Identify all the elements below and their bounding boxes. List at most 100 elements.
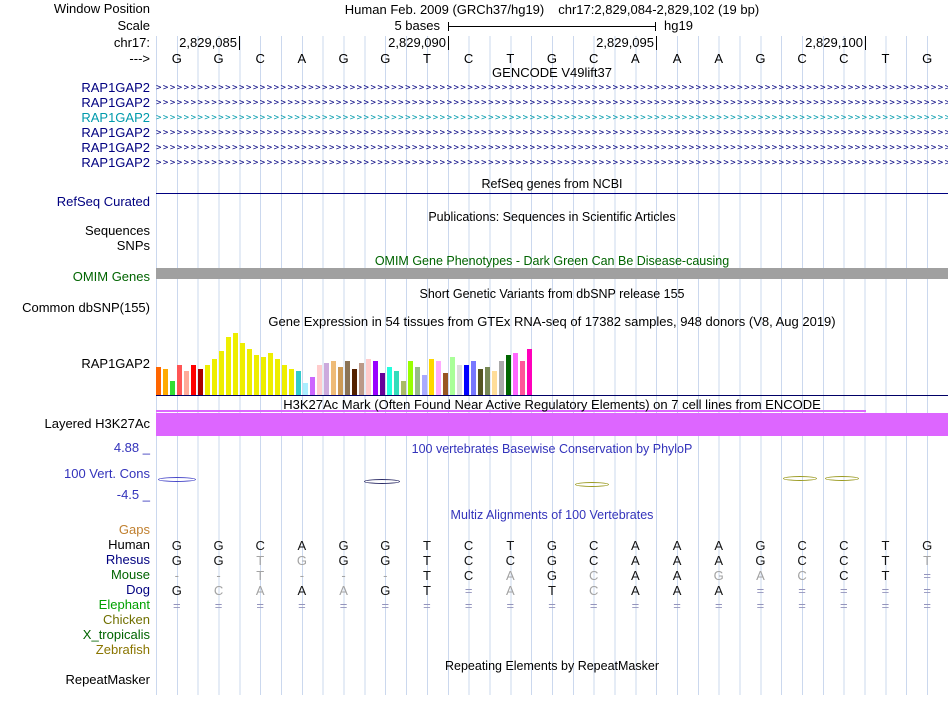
sequence-base: C xyxy=(463,51,474,66)
sequence-base: A xyxy=(672,51,682,66)
track-label-100-vert-cons[interactable]: 100 Vert. Cons xyxy=(64,466,150,481)
multiz-base: = xyxy=(506,598,515,613)
gtex-bar xyxy=(352,369,357,395)
multiz-base: = xyxy=(423,598,431,613)
gtex-bar xyxy=(366,359,371,395)
publications-track-title[interactable]: Publications: Sequences in Scientific Ar… xyxy=(428,210,676,224)
track-display-area[interactable]: Human Feb. 2009 (GRCh37/hg19) chr17:2,82… xyxy=(156,0,948,703)
gtex-track-title[interactable]: Gene Expression in 54 tissues from GTEx … xyxy=(268,314,836,329)
gene-transcript[interactable]: >>>>>>>>>>>>>>>>>>>>>>>>>>>>>>>>>>>>>>>>… xyxy=(156,143,948,153)
multiz-species-label[interactable]: Dog xyxy=(126,582,150,597)
omim-track-title[interactable]: OMIM Gene Phenotypes - Dark Green Can Be… xyxy=(374,254,730,268)
gtex-bar xyxy=(373,361,378,395)
gtex-bar xyxy=(296,371,301,395)
gene-transcript[interactable]: >>>>>>>>>>>>>>>>>>>>>>>>>>>>>>>>>>>>>>>>… xyxy=(156,113,948,123)
phylop-area[interactable] xyxy=(156,455,948,505)
multiz-species-label[interactable]: Human xyxy=(108,537,150,552)
multiz-base: - xyxy=(216,568,221,583)
multiz-base: = xyxy=(798,598,806,613)
multiz-species-label[interactable]: Rhesus xyxy=(105,552,150,567)
track-label-omim-genes[interactable]: OMIM Genes xyxy=(72,269,150,284)
multiz-species-label[interactable]: Elephant xyxy=(98,597,150,612)
h3k27ac-track-title[interactable]: H3K27Ac Mark (Often Found Near Active Re… xyxy=(283,397,821,412)
ruler-tick-label: 2,829,085 xyxy=(179,35,237,50)
gene-label[interactable]: RAP1GAP2 xyxy=(81,110,150,125)
refseq-transcript-line[interactable] xyxy=(156,193,948,194)
gtex-bar xyxy=(331,361,336,395)
sequence-base: G xyxy=(380,51,391,66)
track-label-layered-h3k27ac[interactable]: Layered H3K27Ac xyxy=(44,416,150,431)
multiz-base: C xyxy=(588,568,599,583)
multiz-base: = xyxy=(923,568,931,583)
multiz-species-label[interactable]: Mouse xyxy=(110,567,150,582)
multiz-base: - xyxy=(174,568,180,583)
multiz-base: T xyxy=(256,568,265,583)
gtex-bar xyxy=(289,369,294,395)
track-label-common-dbsnp[interactable]: Common dbSNP(155) xyxy=(22,300,150,315)
multiz-base: A xyxy=(631,568,640,583)
multiz-row xyxy=(156,613,948,628)
multiz-species-label[interactable]: Gaps xyxy=(118,522,150,537)
sequence-base: G xyxy=(338,51,349,66)
multiz-base: T xyxy=(422,568,431,583)
gtex-bar xyxy=(240,343,245,395)
gene-transcript[interactable]: >>>>>>>>>>>>>>>>>>>>>>>>>>>>>>>>>>>>>>>>… xyxy=(156,83,948,93)
gene-label[interactable]: RAP1GAP2 xyxy=(81,125,150,140)
scale-genome-label: hg19 xyxy=(664,18,693,33)
multiz-base: G xyxy=(213,553,224,568)
multiz-base: A xyxy=(297,583,307,598)
multiz-base: = xyxy=(673,598,681,613)
multiz-base: = xyxy=(381,598,390,613)
multiz-base: - xyxy=(341,568,346,583)
track-label-gtex-gene[interactable]: RAP1GAP2 xyxy=(81,356,150,371)
refseq-track-title[interactable]: RefSeq genes from NCBI xyxy=(481,177,623,191)
multiz-row xyxy=(156,643,948,658)
repeatmasker-track-title[interactable]: Repeating Elements by RepeatMasker xyxy=(444,659,659,673)
multiz-base: A xyxy=(672,538,682,553)
gtex-bar xyxy=(471,361,476,395)
gtex-bar xyxy=(485,367,490,395)
multiz-base: G xyxy=(171,583,182,598)
multiz-base: = xyxy=(923,598,931,613)
multiz-base: = xyxy=(881,583,890,598)
multiz-base: G xyxy=(546,553,558,568)
track-label-repeatmasker[interactable]: RepeatMasker xyxy=(65,672,150,687)
phylop-track-title[interactable]: 100 vertebrates Basewise Conservation by… xyxy=(411,442,693,456)
multiz-track-title[interactable]: Multiz Alignments of 100 Vertebrates xyxy=(450,508,654,522)
track-label-sequences[interactable]: Sequences xyxy=(84,223,150,238)
track-label-snps[interactable]: SNPs xyxy=(116,238,150,253)
ruler-tick-label: 2,829,095 xyxy=(596,35,654,50)
gencode-track-title[interactable]: GENCODE V49lift37 xyxy=(492,65,612,80)
multiz-base: C xyxy=(588,553,599,568)
omim-track-bar[interactable] xyxy=(156,268,948,279)
dbsnp-track-title[interactable]: Short Genetic Variants from dbSNP releas… xyxy=(419,287,685,301)
multiz-base: G xyxy=(713,568,724,583)
gtex-bar xyxy=(443,373,448,395)
track-label-refseq-curated[interactable]: RefSeq Curated xyxy=(56,194,150,209)
gene-transcript[interactable]: >>>>>>>>>>>>>>>>>>>>>>>>>>>>>>>>>>>>>>>>… xyxy=(156,158,948,168)
multiz-base: = xyxy=(923,583,931,598)
gene-label[interactable]: RAP1GAP2 xyxy=(81,140,150,155)
gene-label[interactable]: RAP1GAP2 xyxy=(81,80,150,95)
sequence-base: G xyxy=(171,51,182,66)
multiz-base: C xyxy=(797,553,807,568)
h3k27ac-signal-block[interactable] xyxy=(156,413,948,436)
multiz-species-label[interactable]: Chicken xyxy=(103,612,150,627)
phylop-mark xyxy=(158,477,196,482)
multiz-base: C xyxy=(588,583,599,598)
gtex-bar xyxy=(436,361,441,395)
gtex-bar xyxy=(415,367,420,395)
multiz-species-label[interactable]: Zebrafish xyxy=(95,642,150,657)
multiz-species-label[interactable]: X_tropicalis xyxy=(82,627,150,642)
multiz-base: C xyxy=(255,538,265,553)
gtex-bar xyxy=(492,371,497,395)
gene-transcript[interactable]: >>>>>>>>>>>>>>>>>>>>>>>>>>>>>>>>>>>>>>>>… xyxy=(156,128,948,138)
gtex-bar xyxy=(233,333,238,395)
gtex-bars[interactable] xyxy=(156,331,948,395)
gtex-bar xyxy=(212,359,217,395)
gene-label[interactable]: RAP1GAP2 xyxy=(81,155,150,170)
gene-label[interactable]: RAP1GAP2 xyxy=(81,95,150,110)
ruler-tick-label: 2,829,100 xyxy=(805,35,863,50)
gene-transcript[interactable]: >>>>>>>>>>>>>>>>>>>>>>>>>>>>>>>>>>>>>>>>… xyxy=(156,98,948,108)
phylop-mark xyxy=(825,476,859,481)
